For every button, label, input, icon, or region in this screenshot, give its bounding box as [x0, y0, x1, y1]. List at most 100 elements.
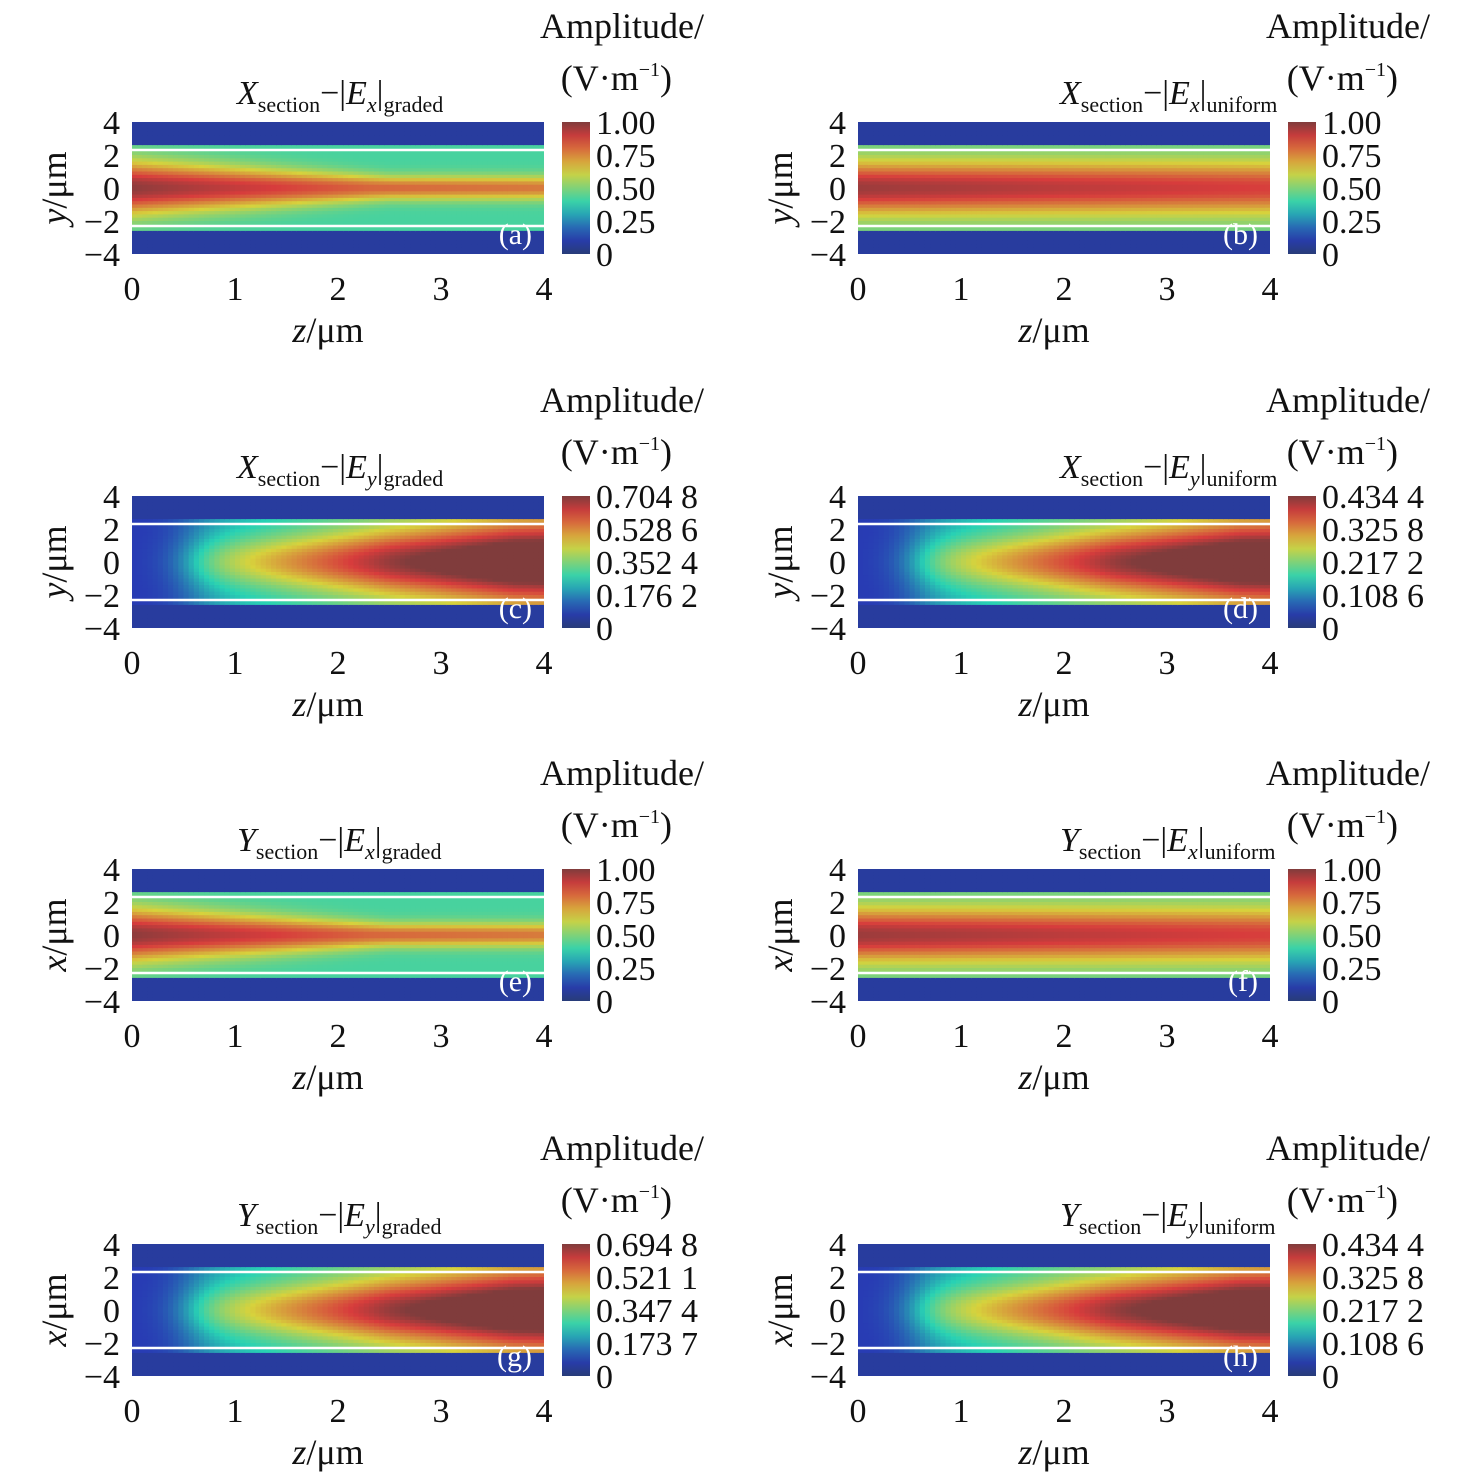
heatmap-cell	[240, 211, 246, 215]
heatmap-cell	[343, 171, 349, 176]
heatmap-cell	[374, 138, 380, 143]
heatmap-cell	[265, 122, 272, 126]
heatmap-cell	[899, 178, 905, 182]
heatmap-cell	[219, 128, 226, 133]
heatmap-cell	[1069, 211, 1075, 215]
heatmap-cell	[162, 128, 169, 133]
heatmap-cell	[368, 237, 375, 242]
heatmap-cell	[317, 164, 324, 169]
heatmap-cell	[368, 244, 375, 248]
heatmap-cell	[404, 230, 411, 235]
heatmap-cell	[410, 217, 416, 222]
heatmap-cell	[312, 181, 318, 186]
heatmap-cell	[991, 194, 998, 199]
heatmap-cell	[888, 204, 895, 209]
heatmap-cell	[1069, 181, 1075, 186]
heatmap-cell	[894, 171, 900, 176]
heatmap-cell	[260, 138, 267, 143]
heatmap-cell	[162, 240, 169, 245]
heatmap-cell	[132, 201, 138, 206]
y-tick-label: 0	[103, 171, 120, 208]
heatmap-cell	[883, 234, 890, 239]
heatmap-cell	[991, 158, 998, 163]
heatmap-cell	[507, 188, 514, 192]
heatmap-cell	[888, 247, 895, 252]
heatmap-cell	[507, 138, 514, 143]
heatmap-cell	[1074, 131, 1081, 136]
heatmap-cell	[379, 201, 385, 206]
heatmap-cell	[482, 230, 488, 235]
heatmap-cell	[394, 131, 401, 136]
heatmap-cell	[1069, 204, 1075, 209]
heatmap-cell	[394, 135, 401, 140]
heatmap-cell	[348, 204, 355, 209]
heatmap-cell	[394, 184, 401, 189]
heatmap-cell	[914, 178, 921, 182]
heatmap-cell	[991, 227, 998, 232]
heatmap-cell	[399, 181, 406, 186]
heatmap-cell	[955, 211, 962, 215]
heatmap-cell	[420, 207, 427, 212]
heatmap-cell	[446, 237, 452, 242]
heatmap-cell	[291, 164, 298, 169]
heatmap-cell	[950, 168, 957, 173]
heatmap-cell	[229, 158, 236, 163]
heatmap-cell	[471, 164, 478, 169]
heatmap-cell	[265, 227, 272, 232]
heatmap-cell	[513, 141, 519, 146]
heatmap-cell	[188, 234, 195, 239]
heatmap-cell	[276, 158, 282, 163]
heatmap-cell	[945, 204, 952, 209]
heatmap-cell	[235, 207, 241, 212]
heatmap-cell	[410, 164, 416, 169]
heatmap-cell	[394, 227, 401, 232]
heatmap-cell	[394, 188, 401, 192]
heatmap-cell	[188, 178, 195, 182]
heatmap-cell	[858, 211, 864, 215]
heatmap-cell	[528, 227, 535, 232]
heatmap-cell	[420, 201, 427, 206]
heatmap-cell	[528, 168, 535, 173]
heatmap-cell	[317, 155, 324, 159]
heatmap-cell	[1033, 158, 1039, 163]
heatmap-cell	[250, 217, 257, 222]
heatmap-cell	[363, 174, 370, 179]
heatmap-cell	[533, 151, 540, 156]
heatmap-cell	[271, 217, 277, 222]
heatmap-cell	[132, 181, 138, 186]
heatmap-cell	[209, 178, 215, 182]
heatmap-cell	[204, 201, 210, 206]
heatmap-cell	[229, 207, 236, 212]
heatmap-cell	[219, 168, 226, 173]
heatmap-cell	[204, 237, 210, 242]
heatmap-cell	[343, 174, 349, 179]
heatmap-cell	[219, 188, 226, 192]
heatmap-cell	[358, 250, 365, 254]
heatmap-cell	[229, 168, 236, 173]
heatmap-cell	[404, 128, 411, 133]
heatmap-cell	[183, 128, 190, 133]
heatmap-cell	[250, 250, 257, 254]
heatmap-cell	[1058, 227, 1065, 232]
heatmap-cell	[435, 164, 442, 169]
heatmap-cell	[466, 161, 473, 166]
heatmap-cell	[317, 161, 324, 166]
heatmap-cell	[914, 240, 921, 245]
heatmap-cell	[260, 168, 267, 173]
heatmap-cell	[430, 174, 437, 179]
heatmap-cell	[1012, 211, 1019, 215]
heatmap-cell	[1038, 168, 1044, 173]
heatmap-cell	[461, 230, 468, 235]
heatmap-cell	[909, 230, 916, 235]
heatmap-cell	[986, 197, 993, 202]
heatmap-cell	[873, 194, 880, 199]
heatmap-cell	[312, 217, 318, 222]
heatmap-cell	[271, 234, 277, 239]
heatmap-cell	[132, 161, 138, 166]
heatmap-cell	[147, 155, 154, 159]
heatmap-cell	[991, 135, 998, 140]
heatmap-cell	[1048, 141, 1055, 146]
heatmap-cell	[971, 155, 978, 159]
heatmap-cell	[281, 197, 288, 202]
heatmap-cell	[399, 234, 406, 239]
